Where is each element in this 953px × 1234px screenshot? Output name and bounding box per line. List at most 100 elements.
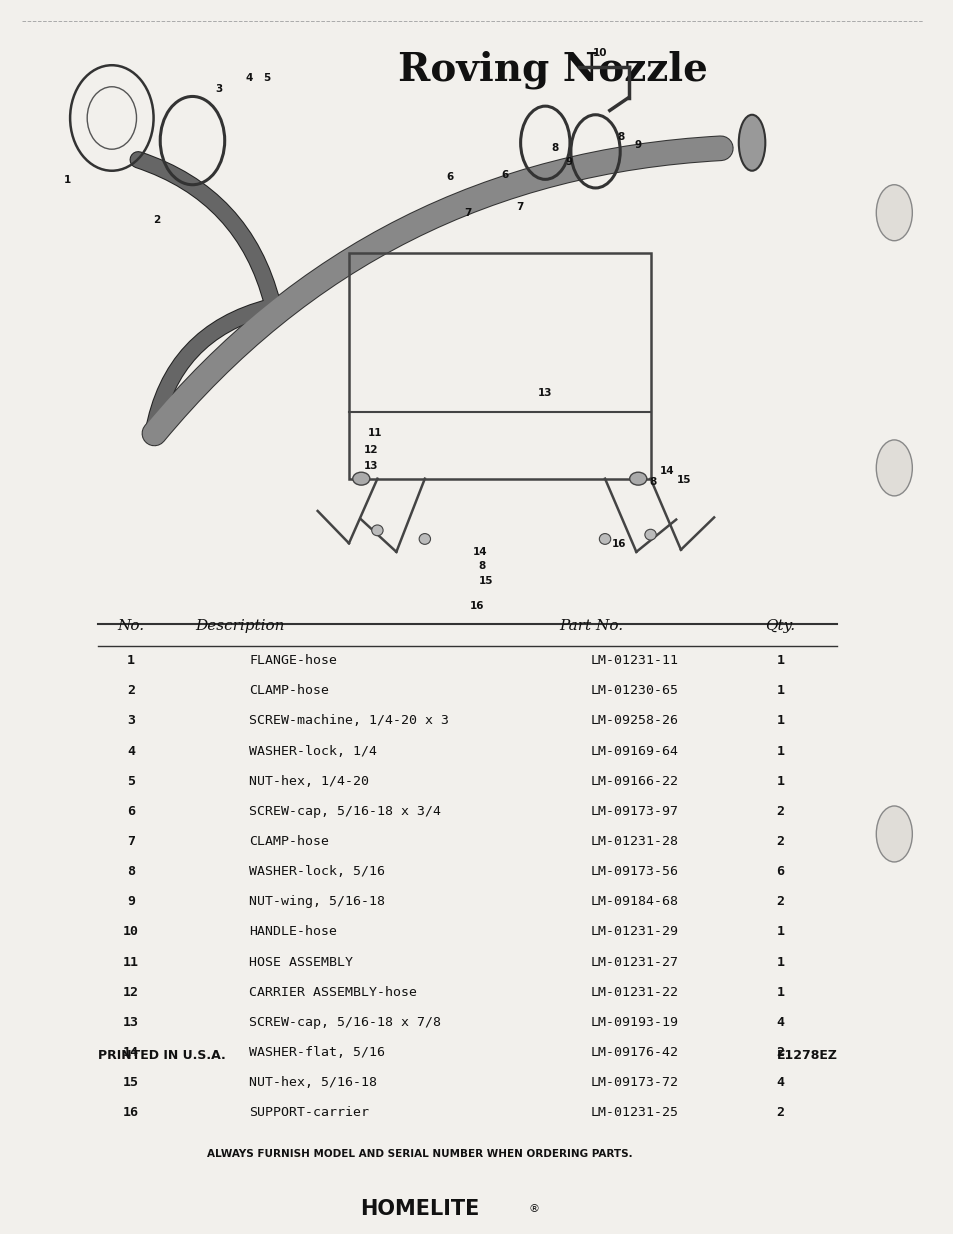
Text: 4: 4 bbox=[127, 744, 134, 758]
Text: 4: 4 bbox=[246, 73, 253, 83]
Text: 14: 14 bbox=[123, 1046, 139, 1059]
Text: 9: 9 bbox=[565, 157, 572, 167]
Text: 1: 1 bbox=[776, 955, 783, 969]
Text: LM-01231-11: LM-01231-11 bbox=[590, 654, 679, 668]
Text: CARRIER ASSEMBLY-hose: CARRIER ASSEMBLY-hose bbox=[249, 986, 416, 998]
Text: WASHER-lock, 5/16: WASHER-lock, 5/16 bbox=[249, 865, 385, 879]
Text: 15: 15 bbox=[676, 475, 690, 485]
Ellipse shape bbox=[418, 533, 430, 544]
Text: LM-01231-22: LM-01231-22 bbox=[590, 986, 679, 998]
Text: 2: 2 bbox=[776, 835, 783, 848]
Text: 7: 7 bbox=[127, 835, 134, 848]
Text: LM-09173-97: LM-09173-97 bbox=[590, 805, 679, 818]
Text: 9: 9 bbox=[634, 139, 641, 149]
Text: FLANGE-hose: FLANGE-hose bbox=[249, 654, 337, 668]
Text: 6: 6 bbox=[776, 865, 783, 879]
Text: 6: 6 bbox=[127, 805, 134, 818]
Text: Roving Nozzle: Roving Nozzle bbox=[397, 51, 707, 89]
Text: HANDLE-hose: HANDLE-hose bbox=[249, 926, 337, 938]
Text: 13: 13 bbox=[123, 1016, 139, 1029]
Text: 14: 14 bbox=[472, 547, 487, 557]
Text: 2: 2 bbox=[152, 215, 160, 226]
Text: 6: 6 bbox=[501, 170, 509, 180]
Text: 9: 9 bbox=[127, 896, 134, 908]
Text: 13: 13 bbox=[363, 460, 377, 470]
Text: Description: Description bbox=[195, 618, 284, 633]
Ellipse shape bbox=[372, 524, 383, 536]
Text: 1: 1 bbox=[64, 175, 71, 185]
Text: 1: 1 bbox=[776, 685, 783, 697]
Text: 8: 8 bbox=[551, 143, 558, 153]
Text: 12: 12 bbox=[363, 444, 377, 454]
Text: LM-09176-42: LM-09176-42 bbox=[590, 1046, 679, 1059]
Text: CLAMP-hose: CLAMP-hose bbox=[249, 685, 329, 697]
Text: 11: 11 bbox=[123, 955, 139, 969]
Text: 15: 15 bbox=[478, 576, 494, 586]
Text: WASHER-flat, 5/16: WASHER-flat, 5/16 bbox=[249, 1046, 385, 1059]
Text: LM-01231-28: LM-01231-28 bbox=[590, 835, 679, 848]
Text: SCREW-machine, 1/4-20 x 3: SCREW-machine, 1/4-20 x 3 bbox=[249, 714, 449, 727]
Text: E1278EZ: E1278EZ bbox=[776, 1049, 837, 1062]
Text: 3: 3 bbox=[127, 714, 134, 727]
Ellipse shape bbox=[876, 806, 911, 863]
Text: Part No.: Part No. bbox=[558, 618, 622, 633]
Text: 10: 10 bbox=[593, 48, 607, 58]
Ellipse shape bbox=[353, 473, 370, 485]
Ellipse shape bbox=[876, 439, 911, 496]
Text: LM-01231-29: LM-01231-29 bbox=[590, 926, 679, 938]
Ellipse shape bbox=[644, 529, 656, 540]
Text: 1: 1 bbox=[776, 986, 783, 998]
Text: 8: 8 bbox=[127, 865, 134, 879]
Text: No.: No. bbox=[117, 618, 144, 633]
Text: 12: 12 bbox=[123, 986, 139, 998]
FancyBboxPatch shape bbox=[312, 1180, 528, 1234]
Text: SCREW-cap, 5/16-18 x 7/8: SCREW-cap, 5/16-18 x 7/8 bbox=[249, 1016, 441, 1029]
Text: LM-09258-26: LM-09258-26 bbox=[590, 714, 679, 727]
Text: 7: 7 bbox=[516, 202, 523, 212]
Text: 4: 4 bbox=[776, 1016, 783, 1029]
Text: SUPPORT-carrier: SUPPORT-carrier bbox=[249, 1107, 369, 1119]
Text: 1: 1 bbox=[127, 654, 134, 668]
Text: 7: 7 bbox=[463, 207, 471, 217]
Text: 4: 4 bbox=[776, 1076, 783, 1090]
Text: NUT-hex, 1/4-20: NUT-hex, 1/4-20 bbox=[249, 775, 369, 787]
Text: 13: 13 bbox=[537, 387, 552, 397]
Text: 2: 2 bbox=[776, 1046, 783, 1059]
Text: SCREW-cap, 5/16-18 x 3/4: SCREW-cap, 5/16-18 x 3/4 bbox=[249, 805, 441, 818]
Text: Qty.: Qty. bbox=[764, 618, 795, 633]
Text: HOMELITE: HOMELITE bbox=[360, 1198, 479, 1219]
Text: 14: 14 bbox=[659, 466, 674, 476]
Text: 16: 16 bbox=[123, 1107, 139, 1119]
Text: LM-09166-22: LM-09166-22 bbox=[590, 775, 679, 787]
Text: 3: 3 bbox=[215, 84, 222, 94]
Text: LM-01231-25: LM-01231-25 bbox=[590, 1107, 679, 1119]
Text: 2: 2 bbox=[776, 896, 783, 908]
Text: 16: 16 bbox=[469, 601, 484, 611]
Text: 11: 11 bbox=[368, 428, 382, 438]
Text: CLAMP-hose: CLAMP-hose bbox=[249, 835, 329, 848]
Text: 1: 1 bbox=[776, 744, 783, 758]
Text: HOSE ASSEMBLY: HOSE ASSEMBLY bbox=[249, 955, 353, 969]
Text: 2: 2 bbox=[776, 805, 783, 818]
Text: 1: 1 bbox=[776, 654, 783, 668]
Text: LM-09193-19: LM-09193-19 bbox=[590, 1016, 679, 1029]
Text: 2: 2 bbox=[127, 685, 134, 697]
Text: 1: 1 bbox=[776, 775, 783, 787]
Ellipse shape bbox=[738, 115, 764, 170]
Bar bbox=[349, 253, 650, 479]
Text: LM-09173-72: LM-09173-72 bbox=[590, 1076, 679, 1090]
Text: 1: 1 bbox=[776, 714, 783, 727]
Text: 10: 10 bbox=[123, 926, 139, 938]
Text: 6: 6 bbox=[446, 173, 454, 183]
Text: LM-09173-56: LM-09173-56 bbox=[590, 865, 679, 879]
Text: PRINTED IN U.S.A.: PRINTED IN U.S.A. bbox=[97, 1049, 225, 1062]
Text: 5: 5 bbox=[262, 73, 270, 83]
Ellipse shape bbox=[629, 473, 646, 485]
Text: WASHER-lock, 1/4: WASHER-lock, 1/4 bbox=[249, 744, 377, 758]
Text: 2: 2 bbox=[776, 1107, 783, 1119]
Text: ALWAYS FURNISH MODEL AND SERIAL NUMBER WHEN ORDERING PARTS.: ALWAYS FURNISH MODEL AND SERIAL NUMBER W… bbox=[207, 1149, 632, 1159]
Text: 8: 8 bbox=[477, 561, 485, 571]
Text: LM-01230-65: LM-01230-65 bbox=[590, 685, 679, 697]
Text: 8: 8 bbox=[649, 476, 657, 487]
Text: LM-09169-64: LM-09169-64 bbox=[590, 744, 679, 758]
